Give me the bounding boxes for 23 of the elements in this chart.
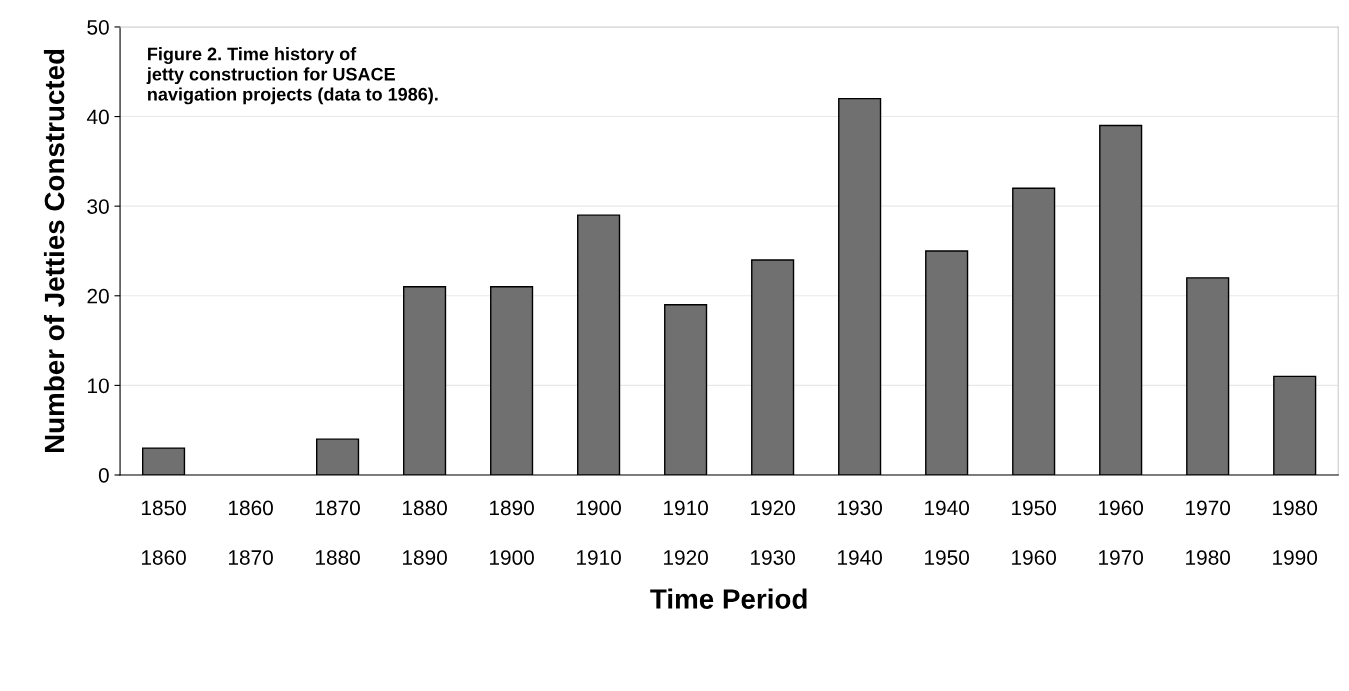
x-axis-title: Time Period (650, 588, 807, 609)
category-label: 1890 1900 (490, 500, 534, 565)
category-label: 1880 1890 (403, 500, 447, 565)
category-label: 1950 1960 (1012, 500, 1057, 565)
category-label: 1850 1860 (141, 500, 186, 565)
y-tick-label: 10 (88, 378, 109, 394)
category-label: 1860 1870 (228, 500, 273, 565)
y-tick-label: 50 (87, 19, 109, 35)
category-label: 1980 1990 (1273, 500, 1318, 565)
y-tick-label: 40 (86, 109, 109, 125)
category-label: 1900 1910 (577, 500, 621, 565)
category-label: 1960 1970 (1099, 500, 1144, 565)
category-label: 1920 1930 (751, 500, 795, 565)
category-label: 1940 1950 (925, 500, 970, 565)
category-label: 1970 1980 (1186, 500, 1231, 565)
category-label: 1930 1940 (838, 500, 883, 565)
category-label: 1870 1880 (316, 500, 360, 565)
category-label: 1910 1920 (664, 500, 708, 565)
text: Figure 2. Time history of jetty construction for USACE navigation projects (data to 1986). (146, 47, 438, 105)
y-tick-label: 30 (87, 199, 109, 214)
y-tick-label: 20 (87, 288, 109, 304)
y-tick-label: 0 (98, 467, 109, 483)
y-axis-title: Number of Jetties Constructed (43, 49, 65, 453)
